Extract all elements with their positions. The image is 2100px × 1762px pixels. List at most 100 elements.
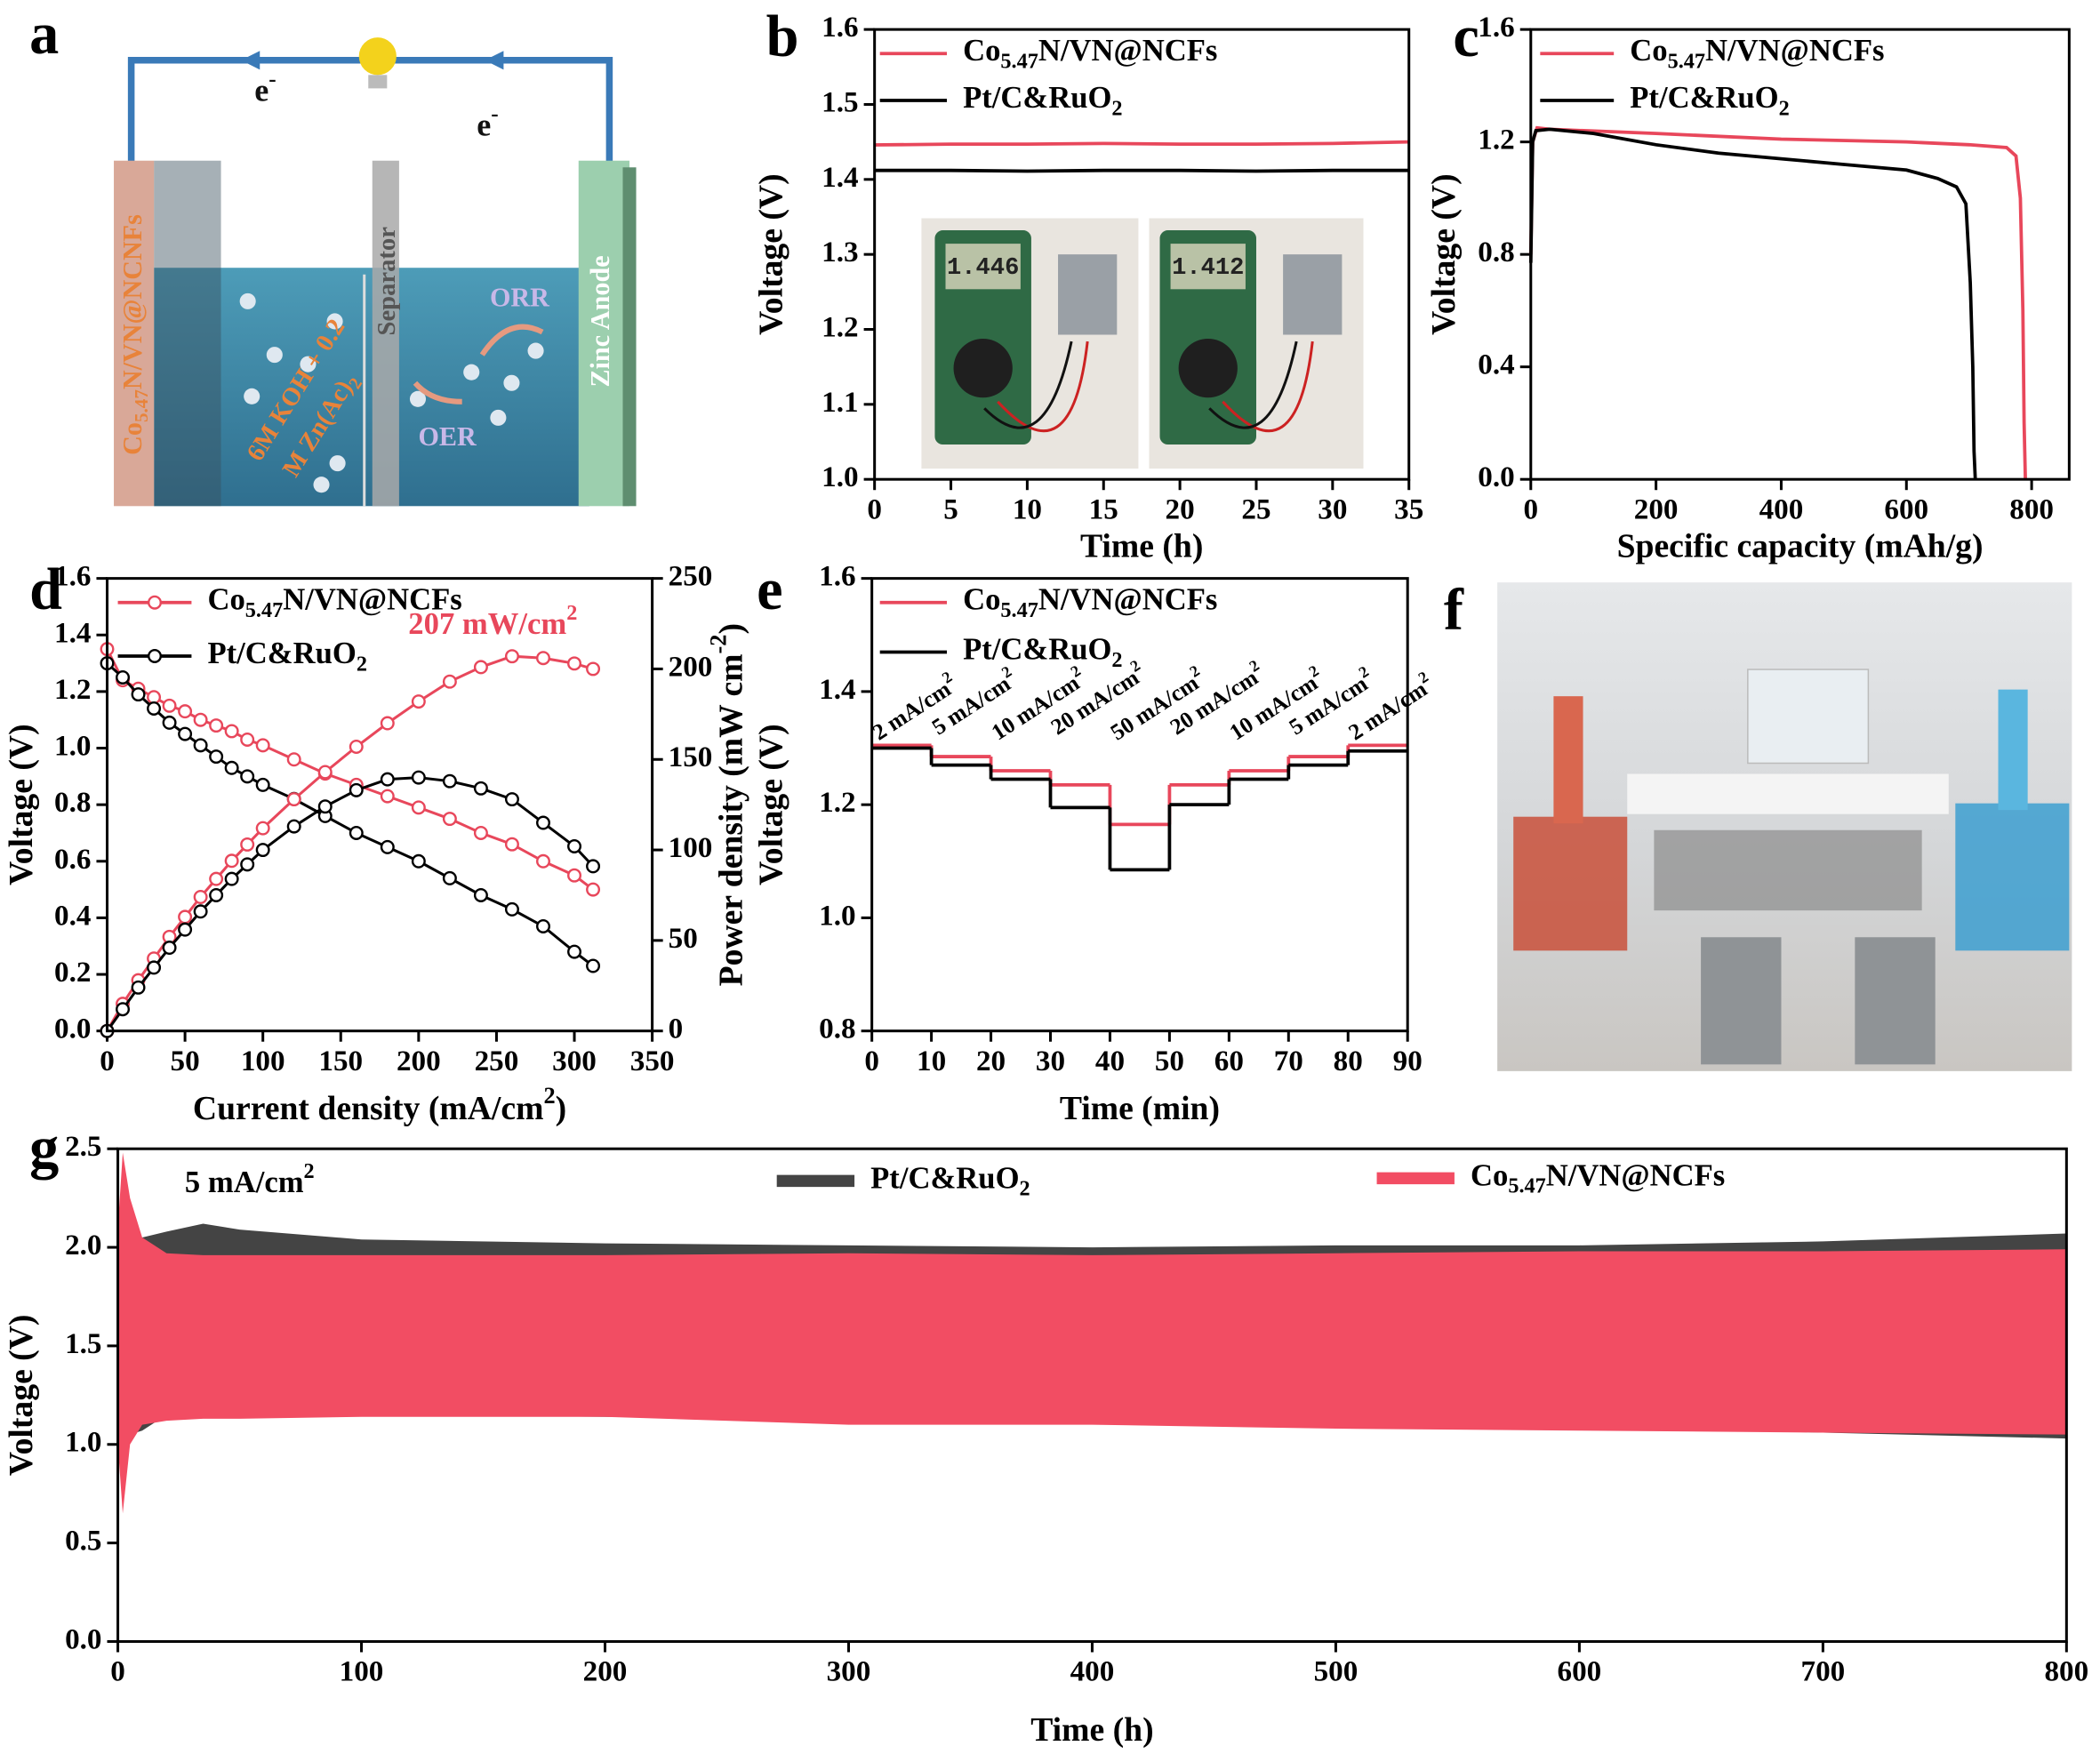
board	[1627, 773, 1949, 814]
y-tick-label: 0.6	[54, 842, 91, 875]
x-tick-label: 200	[397, 1044, 441, 1077]
x-tick-label: 25	[1241, 493, 1270, 525]
chart: 0 100 200 300 400 500 600 700 800 0.0 0.5 1.0 1.5 2.0…	[3, 1130, 2088, 1749]
panel-label: b	[766, 4, 799, 69]
marker	[209, 871, 224, 886]
red-cylinder	[1553, 696, 1583, 824]
x-tick-label: 70	[1274, 1044, 1303, 1077]
x-tick-label: 500	[1314, 1654, 1359, 1687]
x-tick-label: 35	[1394, 493, 1423, 525]
marker	[411, 853, 426, 869]
marker	[317, 799, 333, 814]
legend-label: Pt/C&RuO2	[870, 1161, 1030, 1200]
y-tick-label: 1.6	[1478, 11, 1514, 44]
y-tick-label: 1.3	[822, 236, 858, 268]
marker	[536, 815, 550, 830]
series-line	[106, 654, 594, 1032]
marker	[567, 944, 582, 959]
marker	[224, 853, 239, 869]
cell	[1058, 254, 1118, 335]
x-axis-label: Current density (mA/cm2)	[193, 1083, 566, 1127]
x-tick-label: 5	[943, 493, 958, 525]
x-tick-label: 200	[1634, 493, 1679, 525]
x-tick-label: 600	[1558, 1654, 1602, 1687]
marker	[567, 839, 582, 853]
marker	[131, 980, 146, 995]
x-tick-label: 50	[171, 1044, 200, 1077]
series-line	[106, 776, 595, 1032]
blue-beaker	[1955, 803, 2070, 951]
legend-marker	[148, 595, 162, 610]
marker	[116, 1002, 131, 1017]
y-tick-label: 0.5	[65, 1524, 101, 1557]
x-axis-label: Time (h)	[1030, 1711, 1153, 1749]
marker	[586, 859, 601, 874]
panel-label: f	[1444, 578, 1464, 643]
x-tick-label: 90	[1393, 1044, 1423, 1077]
y-tick-label: 2.0	[65, 1229, 101, 1261]
marker	[147, 960, 162, 975]
legend-label: Co5.47N/VN@NCFs	[1471, 1158, 1725, 1197]
marker	[411, 770, 426, 785]
marker	[240, 857, 255, 872]
marker	[586, 882, 601, 897]
voltage-band	[117, 1152, 2067, 1514]
marker	[286, 752, 301, 767]
marker	[255, 821, 270, 836]
separator	[372, 160, 399, 507]
x-tick-label: 350	[630, 1044, 675, 1077]
y2-tick-label: 0	[669, 1012, 684, 1045]
x-tick-label: 30	[1318, 493, 1347, 525]
y-tick-label: 0.0	[65, 1622, 101, 1655]
legend-label: Co5.47N/VN@NCFs	[963, 34, 1217, 73]
y-tick-label: 0.2	[54, 956, 91, 989]
legend-label: Co5.47N/VN@NCFs	[1630, 34, 1884, 73]
inset-photos: 1.446 1.412	[921, 218, 1364, 469]
marker	[178, 922, 193, 937]
blue-cylinder	[1998, 689, 2028, 811]
marker	[504, 901, 519, 917]
y2-tick-label: 150	[669, 741, 713, 773]
legend-marker	[148, 648, 162, 663]
marker	[380, 716, 395, 731]
y-tick-label: 1.4	[822, 160, 858, 193]
y-tick-label: 1.2	[822, 310, 858, 343]
dial	[953, 339, 1013, 398]
marker	[147, 701, 162, 716]
plot-frame	[116, 1147, 2068, 1643]
y-axis-label: Voltage (V)	[752, 173, 790, 335]
marker	[349, 782, 364, 797]
marker	[411, 800, 426, 815]
series-line	[874, 140, 1409, 147]
electron-label: e-	[254, 67, 276, 108]
marker	[473, 781, 488, 796]
lead	[1208, 340, 1298, 429]
legend-label: Co5.47N/VN@NCFs	[207, 583, 461, 622]
y-tick-label: 0.8	[1478, 236, 1514, 268]
panel-label: a	[29, 2, 59, 67]
annotation: 5 mA/cm2	[185, 1159, 315, 1199]
arrow	[485, 51, 504, 70]
nanofibers	[154, 160, 221, 507]
y-tick-label: 1.5	[65, 1327, 101, 1360]
x-tick-label: 0	[100, 1044, 115, 1077]
x-axis-label: Specific capacity (mAh/g)	[1617, 527, 1984, 565]
oer-label: OER	[419, 421, 478, 452]
y-tick-label: 1.2	[54, 673, 91, 706]
arrow	[241, 51, 260, 70]
chart: 0 10 20 30 40 50 60 70 80 90 0.8 1.0 1.2 1.4 1.6 Time (…	[752, 559, 1431, 1126]
marker	[586, 958, 601, 973]
x-tick-label: 50	[1155, 1044, 1184, 1077]
x-tick-label: 80	[1334, 1044, 1363, 1077]
marker	[536, 918, 550, 933]
plot-frame	[1529, 28, 2071, 481]
chart: 0 5 10 15 20 25 30 35 1.0 1.1 1.2 1.3 1.4 1.5 1.6 Time …	[752, 11, 1423, 565]
panel-label: e	[757, 557, 782, 622]
x-tick-label: 300	[552, 1044, 597, 1077]
y-tick-label: 1.2	[819, 786, 855, 819]
y-axis-label: Voltage (V)	[752, 724, 790, 885]
chart: 0 200 400 600 800 0.0 0.4 0.8 1.2 1.6 Specific cap…	[1425, 11, 2071, 565]
marker	[442, 674, 457, 689]
y-axis-label: Voltage (V)	[3, 724, 40, 885]
